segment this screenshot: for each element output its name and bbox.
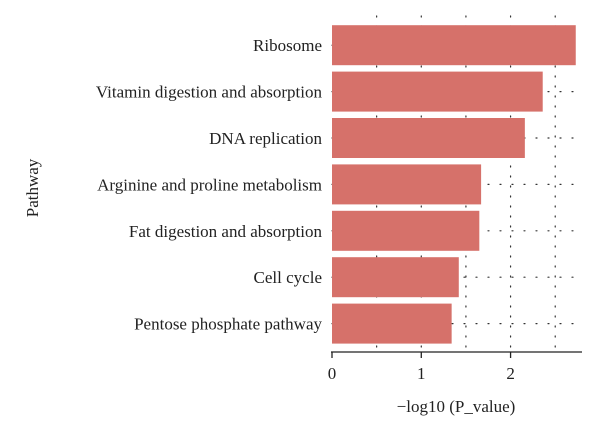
category-label-1: Vitamin digestion and absorption <box>96 83 323 102</box>
category-label-2: DNA replication <box>209 129 322 148</box>
bar-2 <box>332 118 525 158</box>
x-tick-label-0: 0 <box>328 364 337 383</box>
category-label-4: Fat digestion and absorption <box>129 222 323 241</box>
x-axis-title: −log10 (P_value) <box>397 397 516 416</box>
bar-6 <box>332 303 452 344</box>
category-label-3: Arginine and proline metabolism <box>97 175 322 194</box>
bar-0 <box>332 25 576 66</box>
y-axis-title: Pathway <box>23 158 42 217</box>
bar-3 <box>332 164 482 205</box>
bar-5 <box>332 257 459 298</box>
category-label-0: Ribosome <box>253 36 322 55</box>
category-label-5: Cell cycle <box>254 268 322 287</box>
category-labels: Ribosome Vitamin digestion and absorption… <box>96 36 323 333</box>
x-axis-ticks: 0 1 2 <box>328 352 515 383</box>
x-tick-label-2: 2 <box>506 364 515 383</box>
bar-4 <box>332 210 480 251</box>
category-label-6: Pentose phosphate pathway <box>134 315 322 334</box>
bars <box>332 25 576 344</box>
bar-1 <box>332 71 543 112</box>
x-tick-label-1: 1 <box>417 364 426 383</box>
